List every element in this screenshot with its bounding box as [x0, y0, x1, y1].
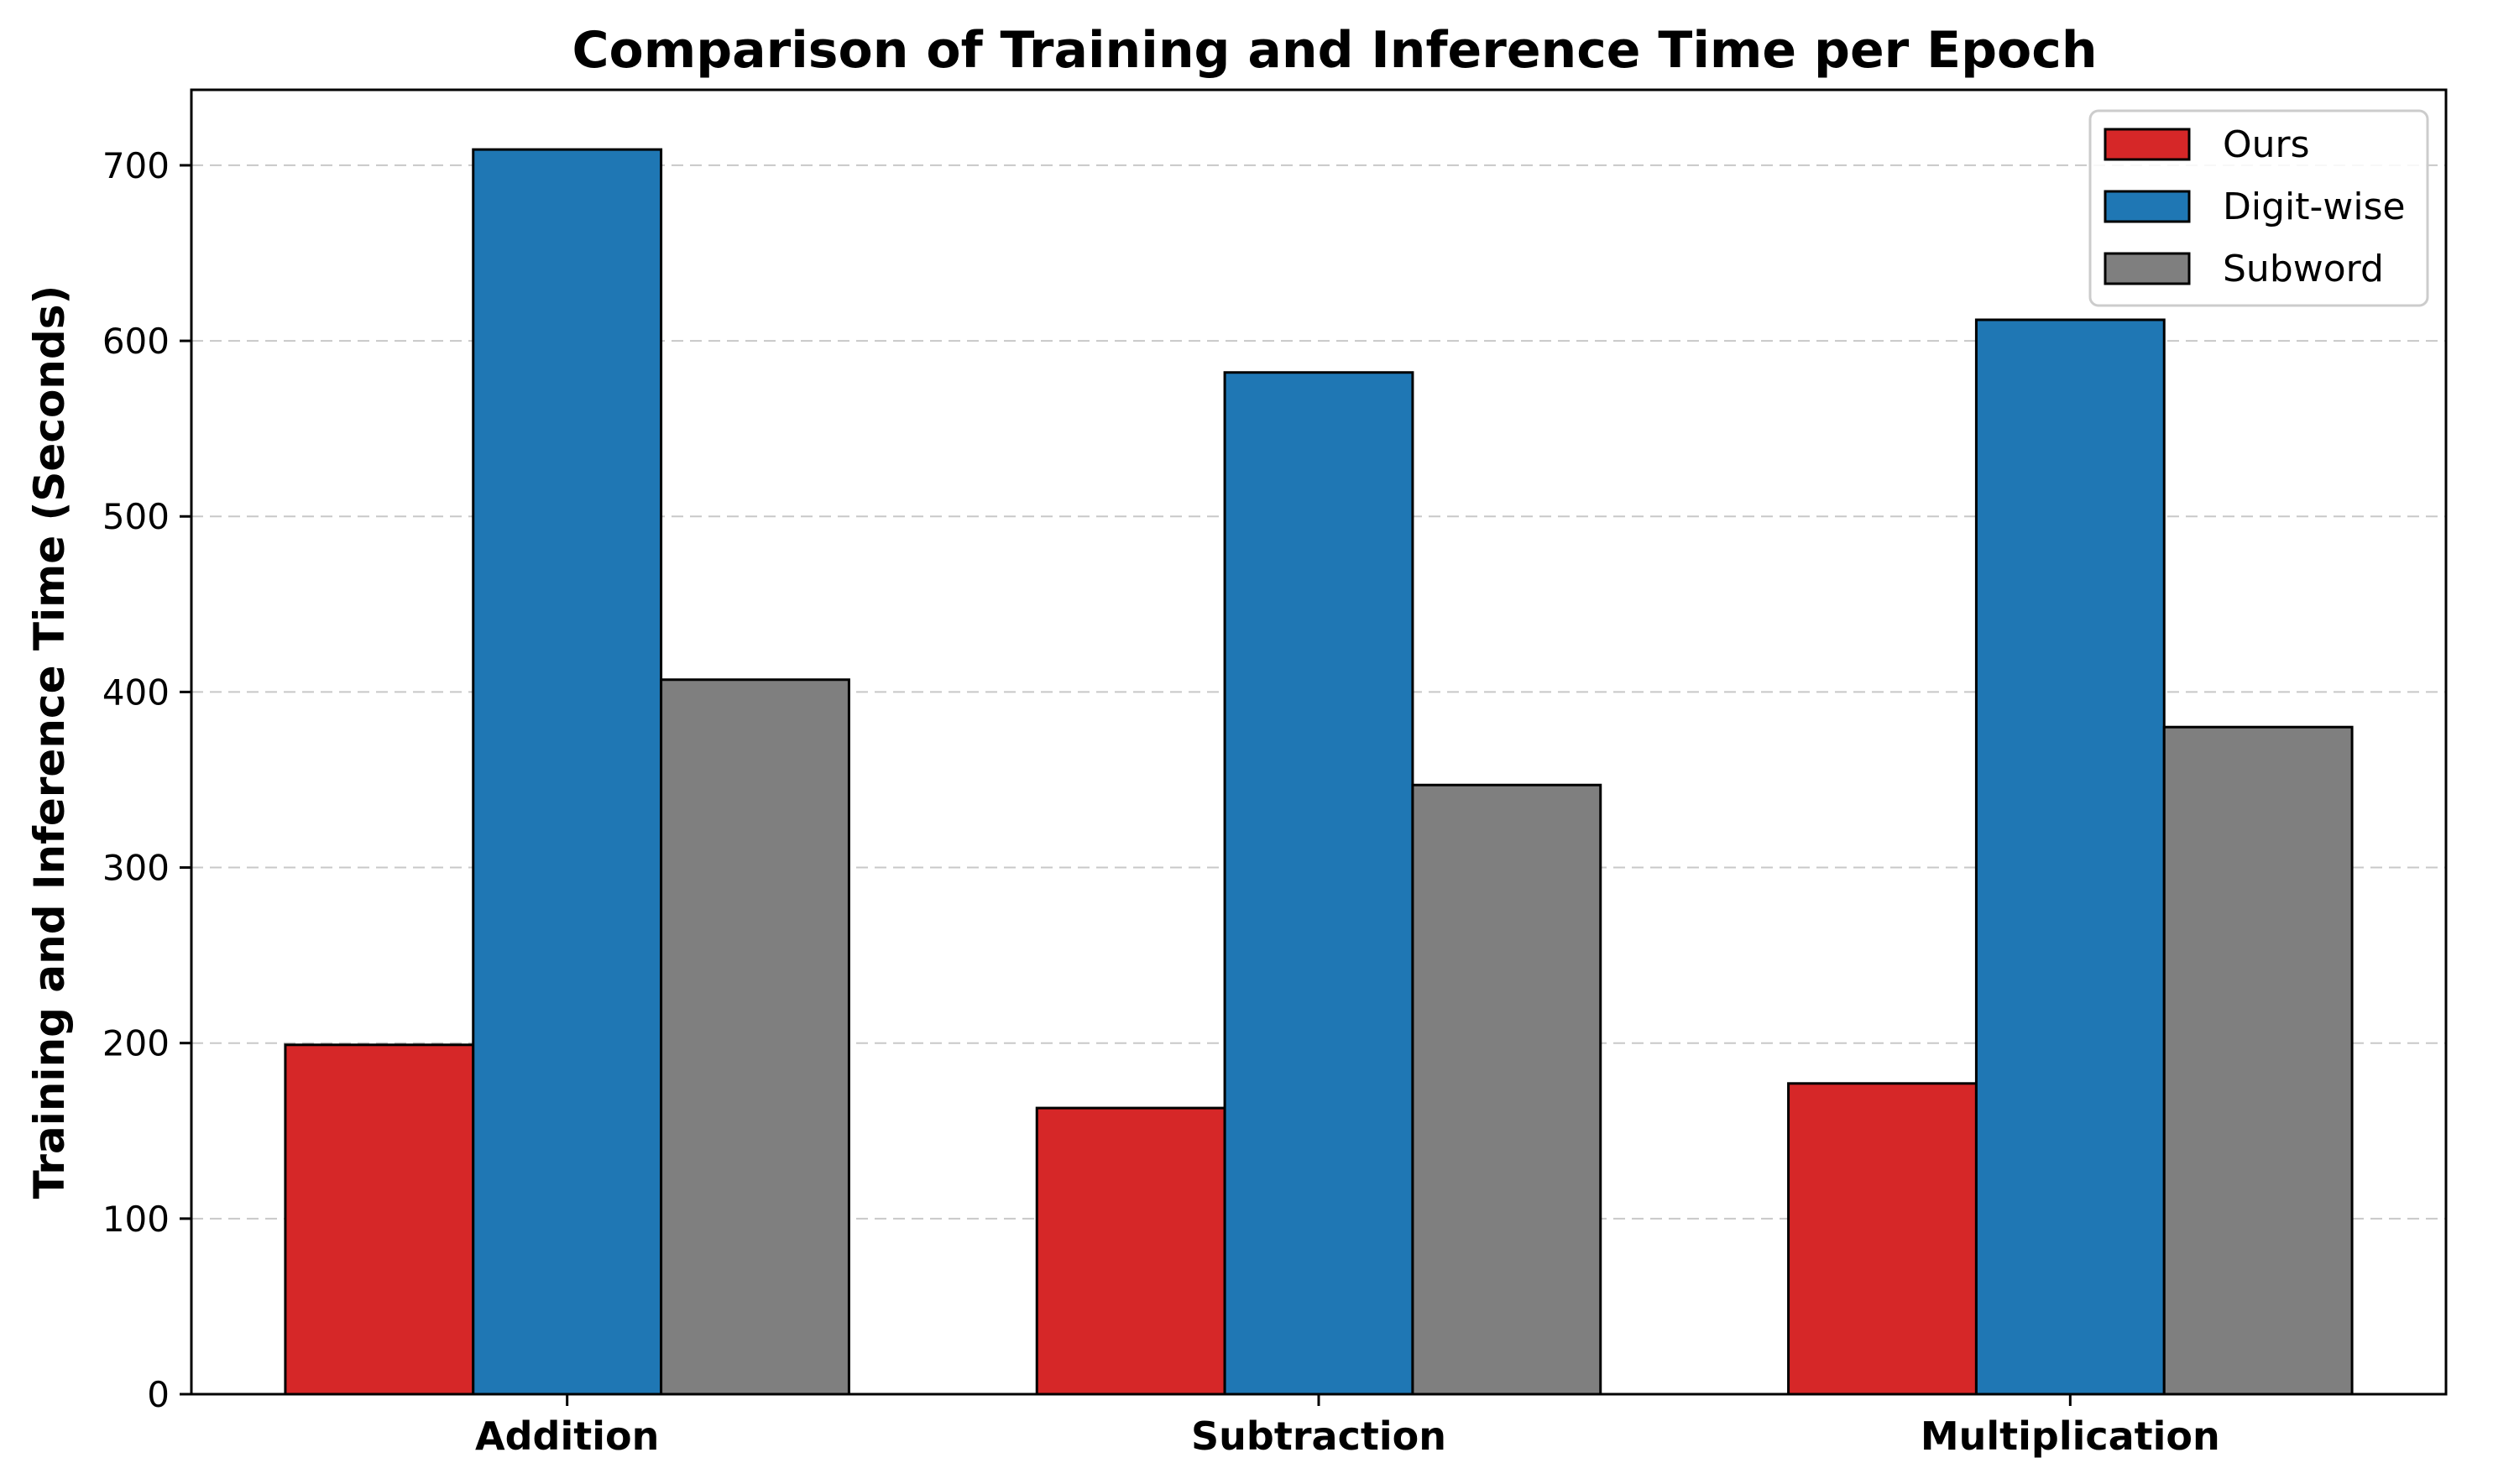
y-tick-label: 300: [102, 848, 170, 889]
y-tick-label: 200: [102, 1023, 170, 1064]
legend-swatch: [2104, 190, 2191, 223]
bar-digit-wise-multiplication: [1974, 318, 2166, 1396]
x-axis-ticks: Addition Subtraction Multiplication: [475, 1394, 2220, 1459]
legend-swatch: [2104, 128, 2191, 161]
bar-digit-wise-subtraction: [1223, 371, 1414, 1396]
bars: [284, 148, 2354, 1396]
y-axis-label: Training and Inference Time (Seconds): [25, 285, 74, 1199]
y-tick-label: 600: [102, 321, 170, 362]
legend-swatch: [2104, 252, 2191, 285]
bar-ours-addition: [284, 1043, 475, 1396]
x-tick-label: Subtraction: [1191, 1413, 1446, 1459]
y-tick-label: 500: [102, 496, 170, 537]
bar-ours-multiplication: [1787, 1082, 1978, 1396]
y-tick-label: 0: [147, 1374, 170, 1415]
legend-label: Subword: [2223, 248, 2384, 290]
legend-label: Ours: [2223, 123, 2310, 166]
bar-subword-subtraction: [1411, 783, 1602, 1396]
x-tick-label: Multiplication: [1921, 1413, 2220, 1459]
chart-title: Comparison of Training and Inference Tim…: [572, 21, 2097, 80]
y-tick-label: 100: [102, 1199, 170, 1240]
bar-subword-addition: [660, 678, 850, 1396]
y-axis-ticks: 0 100 200 300 400 500 600 700: [102, 145, 191, 1415]
bar-digit-wise-addition: [472, 148, 663, 1396]
y-tick-label: 400: [102, 671, 170, 713]
y-tick-label: 700: [102, 145, 170, 186]
legend: Ours Digit-wise Subword: [2088, 109, 2429, 307]
x-tick-label: Addition: [475, 1413, 659, 1459]
bar-ours-subtraction: [1035, 1106, 1226, 1396]
bar-subword-multiplication: [2162, 725, 2354, 1396]
legend-label: Digit-wise: [2223, 186, 2406, 228]
